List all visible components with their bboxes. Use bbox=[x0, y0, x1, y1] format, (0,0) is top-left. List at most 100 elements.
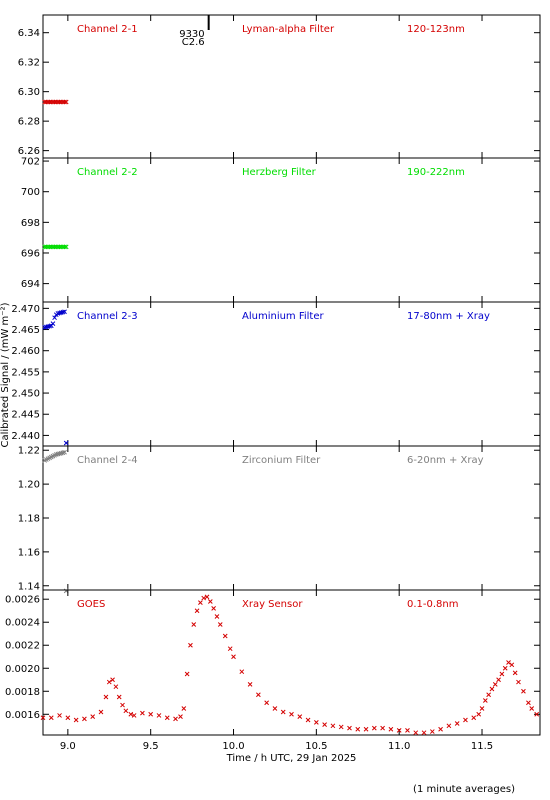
data-point bbox=[63, 440, 69, 446]
y-tick-label: 0.0026 bbox=[5, 595, 40, 606]
data-point bbox=[526, 700, 531, 706]
data-point bbox=[207, 599, 213, 604]
y-tick-label: 2.470 bbox=[11, 304, 40, 315]
data-point bbox=[396, 728, 402, 733]
panel-frame bbox=[42, 445, 541, 591]
panel-filter-label: Zirconium Filter bbox=[242, 455, 321, 466]
data-point bbox=[516, 679, 521, 685]
panel-filter-label: Xray Sensor bbox=[242, 599, 303, 610]
data-point bbox=[194, 608, 200, 614]
data-point bbox=[184, 671, 190, 677]
data-point bbox=[476, 711, 482, 717]
panel-filter-label: Herzberg Filter bbox=[242, 167, 317, 178]
data-point bbox=[63, 244, 69, 250]
data-point bbox=[116, 694, 122, 700]
data-point bbox=[499, 671, 505, 677]
data-point bbox=[512, 670, 518, 676]
data-point bbox=[201, 595, 207, 601]
data-point bbox=[164, 715, 170, 721]
y-tick-label: 1.14 bbox=[18, 581, 40, 592]
y-tick-label: 0.0016 bbox=[5, 710, 40, 721]
data-point bbox=[496, 677, 501, 683]
data-point bbox=[113, 684, 119, 690]
data-point bbox=[131, 713, 137, 718]
data-point bbox=[128, 711, 134, 717]
data-point bbox=[90, 714, 96, 719]
data-point bbox=[305, 717, 311, 723]
data-point bbox=[198, 600, 203, 606]
data-point bbox=[413, 730, 419, 736]
data-point bbox=[446, 723, 452, 729]
y-tick-label: 6.26 bbox=[18, 146, 40, 157]
data-point bbox=[534, 711, 540, 717]
y-tick-label: 700 bbox=[21, 187, 40, 198]
y-tick-label: 0.0018 bbox=[5, 687, 40, 698]
data-point bbox=[211, 606, 216, 611]
y-tick-label: 6.34 bbox=[18, 28, 40, 39]
panel-band-label: 17-80nm + Xray bbox=[407, 311, 490, 322]
data-point bbox=[363, 726, 369, 732]
data-point bbox=[297, 714, 303, 719]
data-point bbox=[330, 723, 336, 729]
data-point bbox=[173, 716, 178, 722]
data-point bbox=[103, 694, 109, 700]
data-point bbox=[371, 725, 377, 731]
x-tick-label: 11.5 bbox=[471, 741, 493, 752]
y-tick-label: 1.16 bbox=[18, 547, 40, 558]
panel-frame bbox=[42, 589, 541, 736]
data-point bbox=[506, 660, 511, 665]
data-point bbox=[256, 692, 261, 698]
panel-filter-label: Lyman-alpha Filter bbox=[242, 24, 335, 35]
data-point bbox=[52, 315, 57, 321]
data-point bbox=[62, 449, 67, 455]
panel-filter-label: Aluminium Filter bbox=[242, 311, 325, 322]
y-tick-label: 6.30 bbox=[18, 87, 40, 98]
data-point bbox=[313, 719, 319, 725]
y-tick-label: 0.0022 bbox=[5, 641, 40, 652]
footnote: (1 minute averages) bbox=[413, 784, 515, 795]
data-point bbox=[521, 688, 526, 694]
data-point bbox=[191, 622, 197, 627]
data-point bbox=[214, 614, 220, 619]
data-point bbox=[178, 714, 183, 719]
panel-band-label: 120-123nm bbox=[407, 24, 465, 35]
data-point bbox=[110, 677, 115, 683]
data-point bbox=[463, 717, 468, 723]
data-point bbox=[380, 725, 385, 731]
data-point bbox=[405, 728, 410, 733]
data-point bbox=[40, 715, 46, 721]
panel-frame bbox=[42, 301, 541, 447]
data-point bbox=[239, 669, 245, 675]
data-point bbox=[231, 654, 236, 660]
data-point bbox=[98, 709, 104, 715]
data-point bbox=[509, 662, 515, 668]
data-point bbox=[421, 730, 427, 736]
data-point bbox=[120, 702, 125, 708]
data-point bbox=[48, 715, 54, 721]
data-point bbox=[106, 679, 112, 685]
data-point bbox=[247, 682, 253, 687]
y-tick-label: 2.445 bbox=[11, 410, 40, 421]
data-point bbox=[222, 633, 228, 639]
panel-frame bbox=[42, 14, 541, 159]
y-tick-label: 694 bbox=[21, 279, 40, 290]
data-point bbox=[355, 726, 361, 732]
x-tick-label: 11.0 bbox=[388, 741, 410, 752]
data-point bbox=[227, 646, 233, 652]
data-point bbox=[204, 594, 210, 600]
panel-band-label: 6-20nm + Xray bbox=[407, 455, 484, 466]
data-point bbox=[482, 698, 488, 703]
data-point bbox=[489, 686, 495, 692]
data-point bbox=[289, 711, 294, 717]
data-point bbox=[492, 682, 498, 687]
x-tick-label: 9.5 bbox=[143, 741, 159, 752]
data-point bbox=[338, 724, 344, 730]
y-tick-label: 702 bbox=[21, 157, 40, 168]
x-tick-label: 10.5 bbox=[305, 741, 327, 752]
data-point bbox=[123, 708, 129, 714]
y-tick-label: 0.0024 bbox=[5, 618, 40, 629]
data-point bbox=[388, 726, 394, 732]
data-point bbox=[529, 706, 535, 711]
y-tick-label: 2.460 bbox=[11, 346, 40, 357]
y-tick-label: 2.455 bbox=[11, 367, 40, 378]
